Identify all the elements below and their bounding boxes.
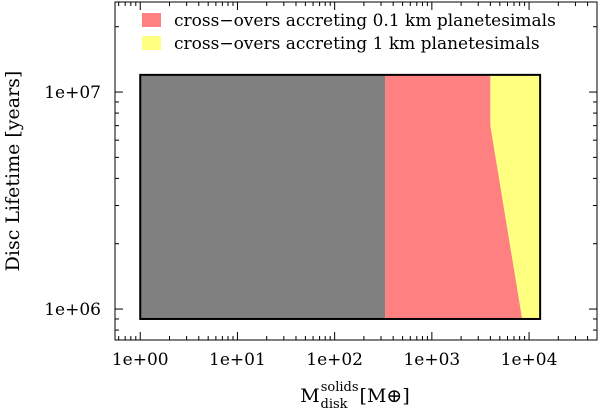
x-axis-label-unit: [M⊕] — [360, 385, 410, 407]
chart-fill-regions — [140, 74, 541, 319]
x-tick-label: 1e+01 — [209, 350, 266, 370]
x-axis-label-main: M — [300, 385, 319, 407]
region-0 — [140, 74, 386, 319]
legend: cross−overs accreting 0.1 km planetesima… — [142, 11, 556, 54]
region-2 — [490, 74, 541, 319]
legend-swatch — [142, 13, 161, 27]
y-tick-label: 1e+06 — [44, 300, 101, 320]
x-tick-label: 1e+03 — [403, 350, 460, 370]
x-axis-label-superscript: solids — [321, 380, 359, 395]
legend-label: cross−overs accreting 1 km planetesimals — [174, 34, 540, 54]
legend-label: cross−overs accreting 0.1 km planetesima… — [174, 11, 556, 31]
axis-ticks — [115, 2, 597, 340]
axis-tick-labels: 1e+00 1e+01 1e+02 1e+03 1e+04 1e+06 1e+07 — [44, 83, 557, 370]
plot-border — [114, 1, 598, 341]
x-tick-label: 1e+04 — [501, 350, 558, 370]
y-axis-label: Disc Lifetime [years] — [2, 71, 24, 272]
region-1 — [385, 74, 523, 319]
x-axis-label-subscript: disk — [321, 397, 348, 408]
data-frame — [139, 73, 542, 320]
legend-swatch — [142, 36, 161, 50]
x-axis-label: Msolids disk [M⊕] — [300, 380, 410, 408]
x-tick-label: 1e+02 — [306, 350, 363, 370]
y-tick-label: 1e+07 — [44, 83, 101, 103]
x-tick-label: 1e+00 — [112, 350, 169, 370]
chart-frame-lines — [139, 73, 542, 320]
